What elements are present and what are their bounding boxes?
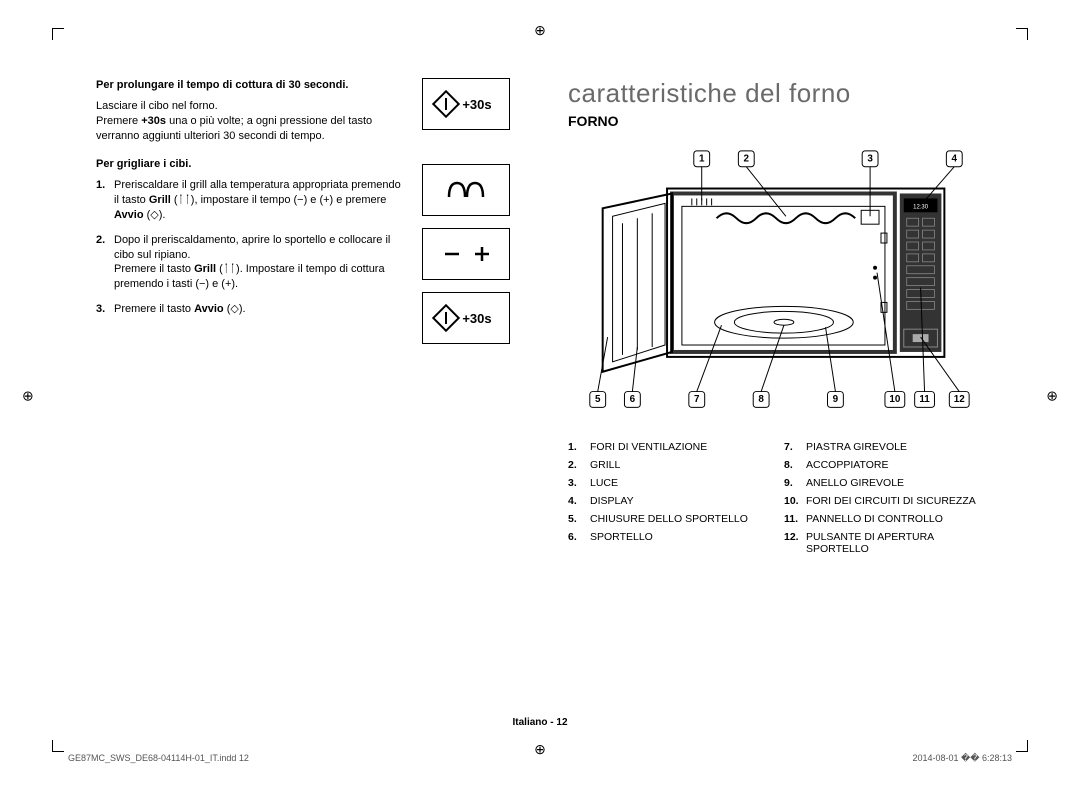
grill-icon bbox=[422, 164, 510, 216]
step-number: 2. bbox=[96, 233, 114, 292]
subsection-title: FORNO bbox=[568, 113, 984, 129]
minus-plus-icon bbox=[422, 228, 510, 280]
heading-extend-time: Per prolungare il tempo di cottura di 30… bbox=[96, 78, 408, 93]
section-title: caratteristiche del forno bbox=[568, 78, 984, 109]
parts-col-1: 1.FORI DI VENTILAZIONE 2.GRILL 3.LUCE 4.… bbox=[568, 441, 768, 561]
start-plus30s-icon: +30s bbox=[422, 292, 510, 344]
svg-text:12: 12 bbox=[954, 394, 966, 405]
oven-diagram: 12:30 1 2 bbox=[568, 139, 984, 416]
page-spread: Per prolungare il tempo di cottura di 30… bbox=[68, 48, 1012, 734]
svg-text:4: 4 bbox=[952, 153, 958, 164]
svg-text:9: 9 bbox=[833, 394, 839, 405]
right-page: caratteristiche del forno FORNO bbox=[540, 48, 1012, 734]
crop-mark bbox=[52, 28, 64, 40]
step-number: 3. bbox=[96, 302, 114, 317]
indd-timestamp: 2014-08-01 �� 6:28:13 bbox=[912, 753, 1012, 764]
step-text: Preriscaldare il grill alla temperatura … bbox=[114, 178, 408, 223]
grill-steps: 1. Preriscaldare il grill alla temperatu… bbox=[96, 178, 408, 317]
crop-mark bbox=[1016, 28, 1028, 40]
step-text: Premere il tasto Avvio (◇). bbox=[114, 302, 408, 317]
registration-mark: ⊕ bbox=[22, 388, 34, 405]
plus30s-icon: +30s bbox=[422, 78, 510, 130]
para-leave-food: Lasciare il cibo nel forno. Premere +30s… bbox=[96, 99, 408, 144]
svg-text:10: 10 bbox=[889, 394, 901, 405]
registration-mark: ⊕ bbox=[1046, 388, 1058, 405]
svg-text:6: 6 bbox=[630, 394, 636, 405]
step-number: 1. bbox=[96, 178, 114, 223]
indd-filename: GE87MC_SWS_DE68-04114H-01_IT.indd 12 bbox=[68, 753, 249, 764]
parts-col-2: 7.PIASTRA GIREVOLE 8.ACCOPPIATORE 9.ANEL… bbox=[784, 441, 984, 561]
parts-list: 1.FORI DI VENTILAZIONE 2.GRILL 3.LUCE 4.… bbox=[568, 441, 984, 561]
svg-text:+30s: +30s bbox=[462, 97, 491, 112]
print-metadata: GE87MC_SWS_DE68-04114H-01_IT.indd 12 201… bbox=[68, 753, 1012, 764]
step-text: Dopo il preriscaldamento, aprire lo spor… bbox=[114, 233, 408, 292]
left-page: Per prolungare il tempo di cottura di 30… bbox=[68, 48, 540, 734]
icon-column: +30s bbox=[422, 78, 512, 344]
svg-text:+30s: +30s bbox=[462, 311, 491, 326]
registration-mark: ⊕ bbox=[534, 22, 546, 39]
svg-text:8: 8 bbox=[758, 394, 764, 405]
crop-mark bbox=[52, 740, 64, 752]
svg-text:7: 7 bbox=[694, 394, 700, 405]
svg-text:1: 1 bbox=[699, 153, 705, 164]
page-footer: Italiano - 12 bbox=[512, 717, 567, 728]
svg-text:2: 2 bbox=[744, 153, 750, 164]
crop-mark bbox=[1016, 740, 1028, 752]
heading-grill: Per grigliare i cibi. bbox=[96, 157, 408, 172]
svg-text:3: 3 bbox=[867, 153, 873, 164]
svg-text:5: 5 bbox=[595, 394, 601, 405]
svg-text:11: 11 bbox=[919, 394, 930, 405]
